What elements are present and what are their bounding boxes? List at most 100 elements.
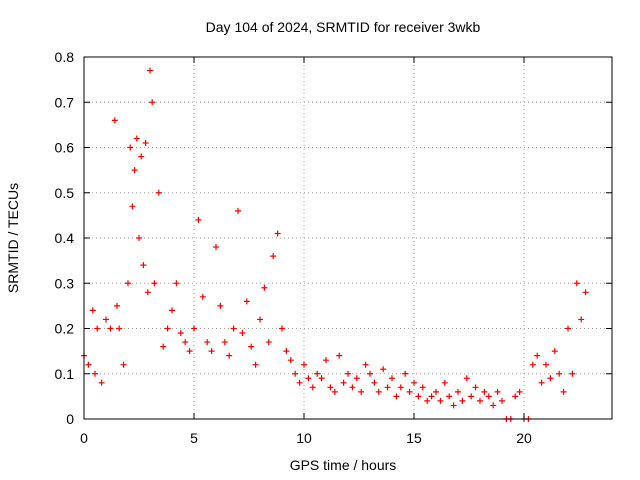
data-point	[551, 348, 558, 355]
data-point	[131, 167, 138, 174]
data-point	[292, 370, 299, 377]
grid-layer	[84, 57, 612, 419]
data-point	[406, 388, 413, 395]
data-point	[340, 379, 347, 386]
data-point	[301, 361, 307, 368]
x-tick-label: 10	[296, 430, 312, 446]
data-point	[107, 325, 114, 332]
data-point	[463, 375, 470, 382]
data-point	[136, 235, 142, 241]
data-point	[538, 379, 545, 386]
data-point	[155, 189, 162, 196]
data-point	[358, 388, 365, 395]
data-point	[226, 352, 233, 359]
data-point	[85, 361, 92, 368]
data-point	[455, 388, 461, 395]
data-point	[397, 384, 404, 391]
data-point	[142, 139, 149, 146]
x-tick-label: 5	[190, 430, 198, 446]
data-point	[191, 325, 197, 332]
data-point	[208, 348, 215, 355]
data-point	[129, 203, 136, 210]
data-point	[217, 302, 224, 309]
y-tick-label: 0.3	[55, 275, 75, 291]
data-point	[499, 397, 505, 404]
data-point	[565, 325, 571, 332]
data-point	[270, 253, 277, 260]
data-point	[98, 379, 105, 386]
data-point	[485, 393, 492, 400]
y-tick-label: 0.7	[55, 94, 75, 110]
data-point	[494, 388, 501, 395]
data-point	[199, 293, 206, 300]
data-point	[441, 379, 448, 386]
data-point	[195, 216, 202, 223]
y-tick-label: 0.1	[55, 366, 75, 382]
data-point	[296, 379, 303, 386]
data-point	[318, 375, 325, 382]
data-point	[89, 307, 96, 314]
data-point	[543, 361, 549, 368]
data-point	[560, 388, 567, 395]
data-point	[393, 393, 400, 400]
data-point	[547, 375, 554, 382]
data-point	[419, 384, 426, 391]
data-point	[92, 370, 98, 377]
ticks-layer: 0 0.1 0.2 0.3 0.4 0.5 0.6 0.7 0.8 0 5 10 15 20	[55, 49, 612, 446]
data-point	[164, 325, 171, 332]
data-point	[103, 316, 109, 323]
data-point	[578, 316, 585, 323]
data-point	[144, 289, 151, 296]
data-point	[120, 361, 127, 368]
data-point	[248, 343, 255, 350]
data-point	[371, 379, 378, 386]
data-point	[459, 397, 466, 404]
data-point	[353, 375, 360, 382]
x-tick-label: 20	[516, 430, 532, 446]
y-tick-label: 0.5	[55, 185, 75, 201]
data-point	[239, 330, 246, 337]
data-point	[472, 384, 479, 391]
y-tick-label: 0.4	[55, 230, 75, 246]
data-point	[111, 117, 118, 124]
data-point	[424, 397, 431, 404]
data-point	[140, 262, 147, 269]
y-tick-label: 0	[66, 411, 74, 427]
y-tick-label: 0.2	[55, 321, 75, 337]
x-axis-label: GPS time / hours	[290, 457, 397, 473]
data-point	[221, 339, 228, 346]
data-point	[512, 393, 519, 400]
data-point	[345, 370, 351, 377]
data-point	[415, 393, 422, 400]
data-point	[446, 393, 453, 400]
data-point	[529, 361, 536, 368]
data-point	[116, 325, 123, 332]
data-point	[265, 339, 272, 346]
data-point	[182, 339, 189, 346]
data-point	[125, 280, 131, 287]
data-point	[213, 244, 219, 251]
chart-title: Day 104 of 2024, SRMTID for receiver 3wk…	[206, 19, 481, 35]
data-point	[127, 144, 134, 151]
data-point	[243, 298, 250, 305]
data-point	[274, 230, 281, 237]
data-point	[402, 370, 409, 377]
data-point	[235, 207, 241, 214]
data-point	[481, 388, 488, 395]
data-point	[309, 384, 316, 391]
data-point	[230, 325, 237, 332]
data-point	[138, 153, 145, 160]
data-point	[323, 357, 329, 364]
data-point	[327, 384, 334, 391]
data-point	[490, 402, 497, 409]
data-point	[468, 393, 475, 400]
data-point	[261, 284, 268, 291]
data-point	[375, 388, 382, 395]
data-point	[389, 375, 395, 382]
data-point	[534, 352, 541, 359]
data-point	[569, 370, 576, 377]
data-point	[556, 370, 563, 377]
data-point	[331, 388, 338, 395]
